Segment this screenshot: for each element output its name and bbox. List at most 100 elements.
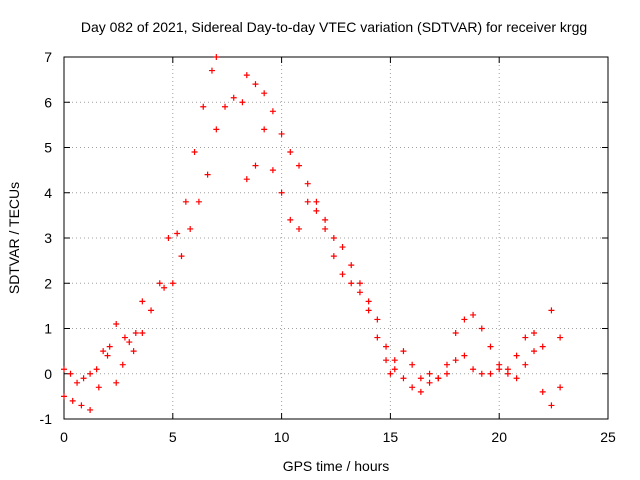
data-point — [87, 406, 94, 413]
data-point — [296, 225, 303, 232]
x-tick-label: 0 — [60, 429, 68, 445]
data-point — [461, 316, 468, 323]
data-point — [213, 54, 220, 60]
data-point — [204, 171, 211, 178]
data-point — [169, 280, 176, 287]
data-point — [322, 216, 329, 223]
y-tick-label: 7 — [44, 49, 52, 65]
data-point — [230, 94, 237, 101]
y-tick-label: 0 — [44, 366, 52, 382]
data-point — [252, 81, 259, 88]
data-point — [222, 103, 229, 110]
data-point — [487, 370, 494, 377]
data-point — [61, 366, 67, 373]
data-point — [365, 298, 372, 305]
data-point — [417, 388, 424, 395]
y-tick-label: 3 — [44, 230, 52, 246]
data-point — [252, 162, 259, 169]
data-point — [287, 216, 294, 223]
data-point — [461, 352, 468, 359]
data-point — [387, 370, 394, 377]
data-point — [452, 330, 459, 337]
data-point — [330, 253, 337, 260]
data-point — [261, 126, 268, 133]
y-tick-label: 2 — [44, 275, 52, 291]
data-point — [557, 334, 564, 341]
data-point — [156, 280, 163, 287]
data-point — [339, 244, 346, 251]
data-point — [304, 180, 311, 187]
data-point — [95, 384, 102, 391]
data-point — [113, 320, 120, 327]
data-point — [313, 198, 320, 205]
data-point — [391, 357, 398, 364]
data-point — [139, 298, 146, 305]
data-point — [478, 370, 485, 377]
data-point — [322, 225, 329, 232]
data-point — [426, 379, 433, 386]
data-point — [100, 348, 107, 355]
data-point — [178, 253, 185, 260]
series-track-d — [243, 126, 390, 364]
data-point — [261, 90, 268, 97]
data-point — [119, 361, 126, 368]
x-tick-label: 10 — [274, 429, 290, 445]
data-point — [330, 235, 337, 241]
data-point — [557, 384, 564, 391]
data-point — [522, 361, 529, 368]
x-tick-label: 15 — [383, 429, 399, 445]
data-point — [304, 198, 311, 205]
x-axis-label: GPS time / hours — [283, 458, 390, 474]
data-point — [313, 207, 320, 214]
data-point — [409, 361, 416, 368]
data-point — [400, 348, 407, 355]
y-tick-label: 6 — [44, 94, 52, 110]
data-point — [243, 72, 250, 79]
axis-ticks: 0 5 10 15 20 25 -1 0 1 2 3 4 5 6 7 — [40, 49, 616, 445]
data-point — [174, 230, 181, 237]
data-point — [539, 388, 546, 395]
x-tick-label: 5 — [169, 429, 177, 445]
series-track-g — [61, 298, 146, 386]
data-point — [121, 334, 128, 341]
data-point — [365, 307, 372, 314]
data-point — [106, 343, 113, 350]
y-tick-label: -1 — [40, 411, 53, 427]
data-point — [130, 348, 137, 355]
data-point — [239, 99, 246, 106]
data-point — [191, 149, 198, 156]
data-point — [296, 162, 303, 169]
data-point — [61, 393, 67, 400]
data-point — [132, 330, 139, 337]
data-point — [213, 126, 220, 133]
series-track-b — [161, 94, 246, 291]
data-point — [126, 339, 133, 346]
data-point — [104, 352, 111, 359]
data-point — [243, 176, 250, 183]
data-point — [478, 325, 485, 332]
data-point — [269, 167, 276, 174]
data-point — [443, 370, 450, 377]
data-point — [93, 366, 100, 373]
data-point — [391, 366, 398, 373]
x-tick-label: 25 — [600, 429, 616, 445]
data-point — [531, 330, 538, 337]
data-point — [496, 366, 503, 373]
data-point — [356, 289, 363, 296]
series-track-c — [243, 72, 398, 373]
data-point — [80, 375, 87, 382]
data-point — [182, 198, 189, 205]
data-point — [487, 343, 494, 350]
data-point — [208, 67, 215, 74]
data-point — [195, 198, 202, 205]
data-point — [187, 225, 194, 232]
data-point — [139, 330, 146, 337]
data-point — [374, 334, 381, 341]
data-point — [435, 375, 442, 382]
data-point — [513, 352, 520, 359]
data-point — [470, 366, 477, 373]
data-point — [383, 343, 390, 350]
y-axis-label: SDTVAR / TECUs — [6, 182, 22, 294]
series-track-a — [61, 54, 220, 413]
